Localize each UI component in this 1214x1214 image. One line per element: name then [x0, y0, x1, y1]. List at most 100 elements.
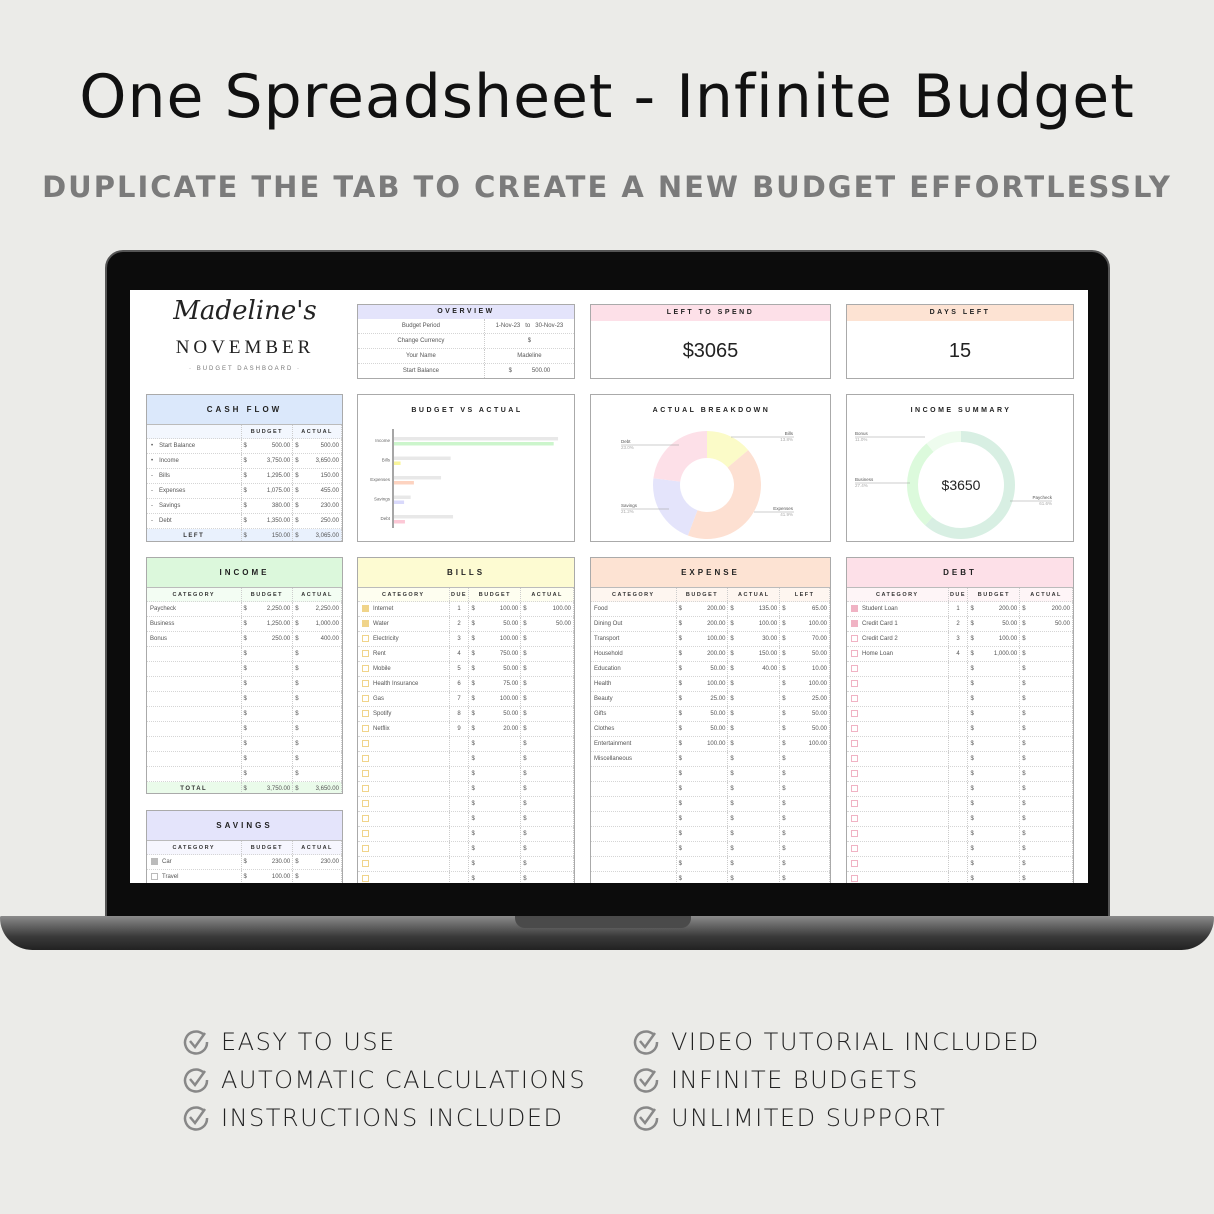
- cat-cell[interactable]: Bonus: [147, 632, 242, 646]
- actual-cell[interactable]: $: [293, 647, 342, 661]
- budget-cell[interactable]: $: [469, 797, 522, 811]
- budget-cell[interactable]: $: [968, 662, 1021, 676]
- actual-cell[interactable]: $: [521, 857, 574, 871]
- budget-cell[interactable]: $: [968, 707, 1021, 721]
- cat-cell[interactable]: Education: [591, 662, 677, 676]
- actual-cell[interactable]: $: [1020, 632, 1073, 646]
- cat-cell[interactable]: [358, 767, 450, 781]
- due-cell[interactable]: [949, 692, 969, 706]
- checkbox-checked-icon[interactable]: [151, 858, 158, 865]
- checkbox-icon[interactable]: [362, 785, 369, 792]
- left-cell[interactable]: $: [780, 857, 830, 871]
- actual-cell[interactable]: $250.00: [293, 514, 342, 528]
- actual-cell[interactable]: $230.00: [293, 855, 342, 869]
- due-cell[interactable]: [450, 797, 470, 811]
- left-cell[interactable]: $: [780, 872, 830, 886]
- cat-cell[interactable]: [147, 752, 242, 766]
- cat-cell[interactable]: [847, 797, 949, 811]
- budget-cell[interactable]: $: [968, 722, 1021, 736]
- budget-cell[interactable]: $250.00: [242, 632, 294, 646]
- budget-cell[interactable]: $25.00: [677, 692, 729, 706]
- cat-cell[interactable]: [358, 752, 450, 766]
- budget-cell[interactable]: $1,250.00: [242, 617, 294, 631]
- budget-cell[interactable]: $50.00: [469, 707, 522, 721]
- left-cell[interactable]: $25.00: [780, 692, 830, 706]
- cat-cell[interactable]: [847, 722, 949, 736]
- actual-cell[interactable]: $500.00: [293, 439, 342, 453]
- budget-cell[interactable]: $: [469, 767, 522, 781]
- cat-cell[interactable]: Internet: [358, 602, 450, 616]
- due-cell[interactable]: [949, 662, 969, 676]
- actual-cell[interactable]: $200.00: [1020, 602, 1073, 616]
- budget-cell[interactable]: $100.00: [469, 632, 522, 646]
- actual-cell[interactable]: $3,650.00: [293, 454, 342, 468]
- actual-cell[interactable]: $: [728, 677, 781, 691]
- cat-cell[interactable]: [591, 767, 677, 781]
- due-cell[interactable]: 1: [949, 602, 969, 616]
- due-cell[interactable]: [450, 812, 470, 826]
- checkbox-icon[interactable]: [362, 635, 369, 642]
- budget-cell[interactable]: $: [242, 722, 294, 736]
- actual-cell[interactable]: $: [521, 812, 574, 826]
- checkbox-icon[interactable]: [851, 635, 858, 642]
- budget-cell[interactable]: $100.00: [677, 737, 729, 751]
- actual-cell[interactable]: $230.00: [293, 499, 342, 513]
- due-cell[interactable]: [949, 782, 969, 796]
- actual-cell[interactable]: $30.00: [728, 632, 781, 646]
- overview-value[interactable]: $: [527, 338, 532, 344]
- left-cell[interactable]: $50.00: [780, 722, 830, 736]
- checkbox-icon[interactable]: [851, 695, 858, 702]
- actual-cell[interactable]: $: [521, 632, 574, 646]
- budget-cell[interactable]: $: [677, 782, 729, 796]
- cat-cell[interactable]: [847, 857, 949, 871]
- actual-cell[interactable]: $: [293, 767, 342, 781]
- actual-cell[interactable]: $150.00: [293, 469, 342, 483]
- checkbox-icon[interactable]: [851, 740, 858, 747]
- budget-cell[interactable]: $500.00: [242, 439, 294, 453]
- checkbox-icon[interactable]: [851, 665, 858, 672]
- checkbox-icon[interactable]: [851, 680, 858, 687]
- actual-cell[interactable]: $: [293, 692, 342, 706]
- checkbox-icon[interactable]: [851, 755, 858, 762]
- checkbox-icon[interactable]: [362, 815, 369, 822]
- actual-cell[interactable]: $: [1020, 692, 1073, 706]
- budget-cell[interactable]: $: [242, 647, 294, 661]
- budget-cell[interactable]: $50.00: [677, 722, 729, 736]
- budget-cell[interactable]: $: [242, 752, 294, 766]
- cat-cell[interactable]: Car: [147, 855, 242, 869]
- cat-cell[interactable]: Paycheck: [147, 602, 242, 616]
- due-cell[interactable]: [450, 827, 470, 841]
- actual-cell[interactable]: $: [521, 872, 574, 886]
- budget-cell[interactable]: $: [968, 677, 1021, 691]
- cat-cell[interactable]: [358, 737, 450, 751]
- checkbox-checked-icon[interactable]: [851, 620, 858, 627]
- actual-cell[interactable]: $: [728, 842, 781, 856]
- cat-cell[interactable]: [847, 767, 949, 781]
- cat-cell[interactable]: [358, 782, 450, 796]
- cat-cell[interactable]: [847, 782, 949, 796]
- cat-cell[interactable]: [147, 692, 242, 706]
- actual-cell[interactable]: $: [728, 827, 781, 841]
- actual-cell[interactable]: $: [1020, 797, 1073, 811]
- checkbox-icon[interactable]: [851, 815, 858, 822]
- budget-cell[interactable]: $: [242, 707, 294, 721]
- cat-cell[interactable]: Household: [591, 647, 677, 661]
- budget-cell[interactable]: $50.00: [469, 662, 522, 676]
- budget-cell[interactable]: $1,000.00: [968, 647, 1021, 661]
- due-cell[interactable]: 3: [949, 632, 969, 646]
- checkbox-icon[interactable]: [362, 740, 369, 747]
- actual-cell[interactable]: $: [728, 692, 781, 706]
- actual-cell[interactable]: $: [1020, 722, 1073, 736]
- overview-value[interactable]: Madeline: [517, 353, 542, 359]
- actual-cell[interactable]: $: [293, 662, 342, 676]
- checkbox-checked-icon[interactable]: [362, 605, 369, 612]
- budget-cell[interactable]: $100.00: [469, 692, 522, 706]
- cat-cell[interactable]: • Start Balance: [147, 439, 242, 453]
- budget-cell[interactable]: $50.00: [469, 617, 522, 631]
- checkbox-icon[interactable]: [362, 665, 369, 672]
- budget-cell[interactable]: $75.00: [469, 677, 522, 691]
- left-cell[interactable]: $100.00: [780, 737, 830, 751]
- cat-cell[interactable]: Mobile: [358, 662, 450, 676]
- budget-cell[interactable]: $: [242, 767, 294, 781]
- overview-value[interactable]: $ 500.00: [508, 368, 551, 374]
